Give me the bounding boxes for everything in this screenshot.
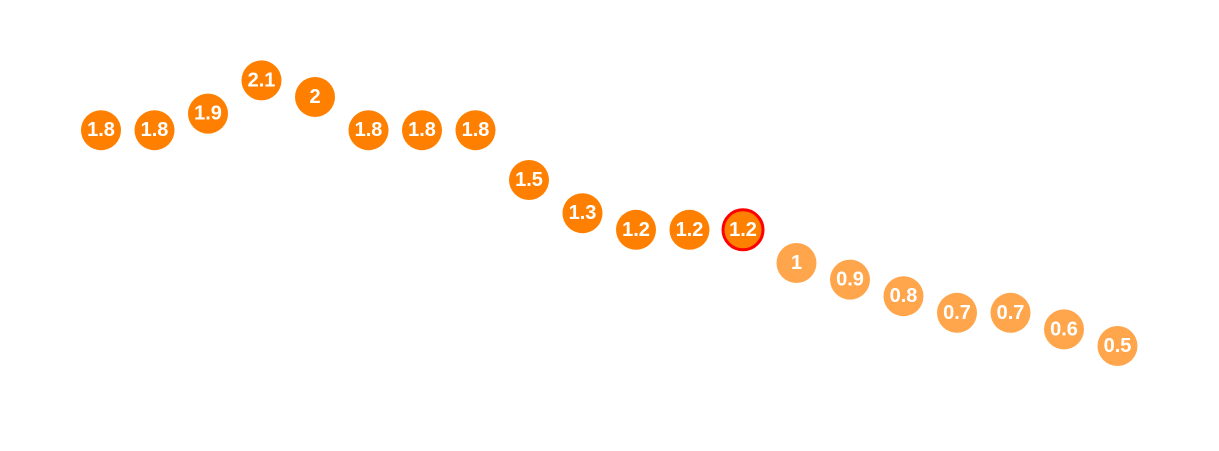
- data-label: 1.8: [462, 119, 490, 141]
- data-label: 1.2: [622, 219, 650, 241]
- data-point: 0.6: [1044, 309, 1084, 350]
- point-marker: [509, 160, 549, 200]
- point-marker: [776, 243, 817, 283]
- point-marker: [134, 110, 175, 151]
- data-label: 1.9: [194, 103, 222, 125]
- data-label: 0.7: [943, 302, 971, 324]
- data-label: 1.2: [729, 219, 757, 241]
- data-point: 1.8: [455, 110, 496, 151]
- data-label: 0.7: [997, 302, 1025, 324]
- data-point: 1.2: [721, 208, 765, 252]
- data-label: 1.5: [515, 169, 543, 191]
- data-point: 0.7: [990, 292, 1031, 333]
- data-label: 1: [791, 252, 802, 274]
- data-label: 0.6: [1050, 318, 1078, 340]
- point-marker: [830, 259, 870, 300]
- data-point: 0.7: [937, 292, 977, 333]
- point-marker: [669, 209, 710, 250]
- data-label: 0.8: [890, 285, 918, 307]
- point-marker: [348, 110, 389, 151]
- data-point: 0.8: [883, 276, 924, 317]
- data-points: 1.8 1.8 1.9 2.1 2 1.8 1.8 1.8 1.5 1.3 1.2 1.2 1.2 1 0.…: [81, 60, 1138, 366]
- data-label: 1.3: [569, 202, 597, 224]
- data-point: 1.3: [562, 193, 603, 234]
- data-point: 1.2: [616, 209, 656, 250]
- point-marker: [883, 276, 924, 317]
- data-label: 2.1: [248, 69, 276, 91]
- data-point: 1: [776, 243, 817, 283]
- point-marker: [562, 193, 603, 234]
- data-label: 1.2: [676, 219, 704, 241]
- point-marker: [295, 77, 335, 117]
- point-marker: [1097, 326, 1138, 366]
- data-point: 1.8: [81, 110, 121, 151]
- data-label: 1.8: [408, 119, 436, 141]
- point-marker: [1044, 309, 1084, 350]
- data-label: 0.9: [836, 269, 864, 291]
- data-point: 1.5: [509, 160, 549, 200]
- data-point: 2: [295, 77, 335, 117]
- data-label: 1.8: [87, 119, 115, 141]
- point-marker: [402, 110, 442, 151]
- data-label: 1.8: [355, 119, 383, 141]
- point-marker: [937, 292, 977, 333]
- data-point: 1.8: [402, 110, 442, 151]
- point-marker: [241, 60, 282, 101]
- data-label: 0.5: [1104, 335, 1132, 357]
- data-point: 2.1: [241, 60, 282, 101]
- point-marker: [188, 93, 228, 134]
- data-point: 0.9: [830, 259, 870, 300]
- point-marker: [81, 110, 121, 151]
- point-marker: [990, 292, 1031, 333]
- data-point: 1.2: [669, 209, 710, 250]
- highlighted-point-marker: [721, 208, 765, 252]
- data-point: 1.8: [348, 110, 389, 151]
- data-label: 1.8: [141, 119, 169, 141]
- data-point: 1.9: [188, 93, 228, 134]
- data-label: 2: [309, 86, 320, 108]
- point-marker: [616, 209, 656, 250]
- point-marker: [455, 110, 496, 151]
- data-point: 0.5: [1097, 326, 1138, 366]
- data-point: 1.8: [134, 110, 175, 151]
